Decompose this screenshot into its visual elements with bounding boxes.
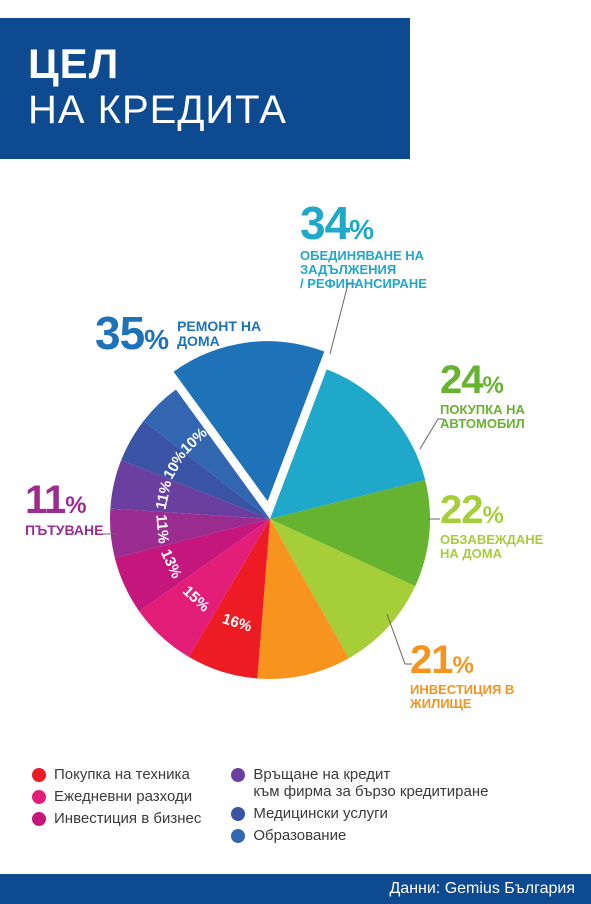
- callout-label: РЕМОНТ НАДОМА: [177, 319, 261, 348]
- legend-text: Ежедневни разходи: [54, 788, 192, 805]
- legend-col-right: Връщане на кредиткъм фирма за бързо кред…: [231, 766, 488, 844]
- title-block: ЦЕЛ НА КРЕДИТА: [0, 18, 410, 159]
- callout-percent: 24%: [440, 359, 525, 401]
- callout: 21%ИНВЕСТИЦИЯ ВЖИЛИЩЕ: [410, 639, 514, 710]
- legend-swatch: [32, 790, 46, 804]
- legend-text: Инвестиция в бизнес: [54, 810, 201, 827]
- callout-label: ПЪТУВАНЕ: [25, 523, 103, 538]
- legend-swatch: [231, 807, 245, 821]
- legend-swatch: [32, 812, 46, 826]
- legend-text: Покупка на техника: [54, 766, 190, 783]
- legend-text: Образование: [253, 827, 346, 844]
- legend-swatch: [231, 829, 245, 843]
- callout-label: ИНВЕСТИЦИЯ ВЖИЛИЩЕ: [410, 683, 514, 710]
- callout-label: ОБЗАВЕЖДАНЕНА ДОМА: [440, 533, 543, 560]
- callout: 11% ПЪТУВАНЕ: [25, 479, 103, 538]
- callout-percent: 21%: [410, 639, 514, 681]
- slice-inner-label: 11%: [152, 514, 172, 545]
- callout-percent: 22%: [440, 489, 543, 531]
- legend-text: Връщане на кредиткъм фирма за бързо кред…: [253, 766, 488, 800]
- title-line1: ЦЕЛ: [28, 40, 382, 88]
- title-line2: НА КРЕДИТА: [28, 88, 382, 133]
- callout: 34%ОБЕДИНЯВАНЕ НАЗАДЪЛЖЕНИЯ/ РЕФИНАНСИРА…: [300, 199, 427, 290]
- callout-percent: 34%: [300, 199, 427, 247]
- callout: 22%ОБЗАВЕЖДАНЕНА ДОМА: [440, 489, 543, 560]
- callout-percent: 11%: [25, 479, 103, 521]
- chart-area: 16%15%13%11%11%10%10%35%РЕМОНТ НАДОМА34%…: [0, 159, 591, 779]
- legend-col-left: Покупка на техника Ежедневни разходи Инвес…: [32, 766, 201, 844]
- legend-item: Покупка на техника: [32, 766, 201, 783]
- legend-text: Медицински услуги: [253, 805, 388, 822]
- legend: Покупка на техника Ежедневни разходи Инвес…: [32, 766, 489, 844]
- legend-item: Образование: [231, 827, 488, 844]
- callout: 24%ПОКУПКА НААВТОМОБИЛ: [440, 359, 525, 430]
- legend-swatch: [231, 768, 245, 782]
- callout-percent: 35%: [95, 309, 169, 357]
- legend-item: Медицински услуги: [231, 805, 488, 822]
- legend-item: Връщане на кредиткъм фирма за бързо кред…: [231, 766, 488, 800]
- footer-source: Данни: Gemius България: [0, 874, 591, 904]
- legend-item: Инвестиция в бизнес: [32, 810, 201, 827]
- callout: 35% РЕМОНТ НАДОМА: [95, 309, 261, 357]
- callout-label: ПОКУПКА НААВТОМОБИЛ: [440, 403, 525, 430]
- legend-item: Ежедневни разходи: [32, 788, 201, 805]
- callout-label: ОБЕДИНЯВАНЕ НАЗАДЪЛЖЕНИЯ/ РЕФИНАНСИРАНЕ: [300, 249, 427, 290]
- legend-swatch: [32, 768, 46, 782]
- leader-line: [330, 284, 356, 354]
